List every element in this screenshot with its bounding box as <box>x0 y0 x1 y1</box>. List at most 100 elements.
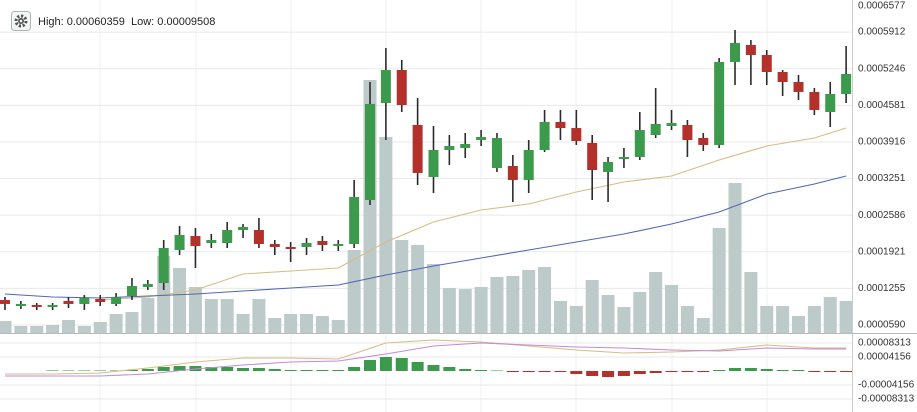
histogram-bar <box>840 371 852 373</box>
histogram-bar <box>459 369 472 372</box>
histogram-bar <box>364 359 377 372</box>
histogram-bar <box>744 368 757 372</box>
histogram-bar <box>443 366 456 372</box>
volume-bar <box>680 306 694 333</box>
candle-body <box>507 166 518 180</box>
volume-bar <box>379 136 393 333</box>
volume-bar <box>712 228 726 333</box>
histogram-bar <box>284 369 297 372</box>
volume-bar <box>300 313 314 333</box>
volume-bar <box>0 320 12 333</box>
volume-bar <box>776 306 790 333</box>
histogram-bar <box>665 371 678 373</box>
candle-body <box>285 247 296 249</box>
y-tick-label: -0.00008313 <box>858 394 915 405</box>
histogram-bar <box>427 365 440 372</box>
histogram-bar <box>411 362 424 372</box>
histogram-bar <box>221 366 234 372</box>
volume-bar <box>411 244 425 333</box>
volume-bar <box>538 266 552 333</box>
candle-body <box>15 303 26 307</box>
candle-body <box>412 124 423 173</box>
volume-bar <box>474 287 488 333</box>
volume-bar <box>30 325 44 333</box>
histogram-bar <box>78 370 91 372</box>
candle-body <box>349 196 360 244</box>
candle-body <box>269 243 280 248</box>
volume-bar <box>347 249 361 333</box>
volume-bar <box>426 264 440 333</box>
histogram-bar <box>570 371 583 374</box>
candle-body <box>428 149 439 178</box>
candle-body <box>825 94 836 113</box>
y-tick-label: 0.0004581 <box>858 100 906 111</box>
candle-body <box>380 70 391 103</box>
volume-bar <box>649 272 663 333</box>
histogram-bar <box>760 369 773 372</box>
volume-bar <box>141 297 155 333</box>
volume-bar <box>442 288 456 333</box>
moving-average-line <box>100 127 847 301</box>
volume-bar <box>268 318 282 333</box>
candle-body <box>222 230 233 243</box>
volume-bar <box>585 279 599 333</box>
candle-body <box>301 242 312 248</box>
volume-bar <box>553 301 567 333</box>
volume-bar <box>46 325 60 333</box>
y-tick-label: -0.00004156 <box>858 380 915 391</box>
y-tick-label: 0.0000590 <box>858 320 906 331</box>
histogram-bar <box>379 356 392 372</box>
candle-body <box>603 161 614 173</box>
histogram-bar <box>141 369 154 372</box>
candle-body <box>142 283 153 288</box>
candle-body <box>206 240 217 243</box>
histogram-bar <box>252 368 265 372</box>
candle-body <box>777 71 788 83</box>
histogram-bar <box>348 366 361 372</box>
histogram-bar <box>824 371 837 373</box>
histogram-bar <box>46 370 59 372</box>
candle-body <box>682 124 693 141</box>
volume-bar <box>506 276 520 333</box>
volume-bar <box>569 306 583 333</box>
histogram-bar <box>554 371 567 373</box>
y-tick-label: 0.0001255 <box>858 283 906 294</box>
candle-body <box>555 121 566 129</box>
candle-body <box>745 44 756 55</box>
volume-bar <box>14 325 28 333</box>
volume-bar <box>617 307 631 333</box>
y-tick-label: 0.0001921 <box>858 246 906 257</box>
volume-bar <box>490 277 504 333</box>
candle-body <box>571 128 582 142</box>
volume-bar <box>125 312 139 333</box>
settings-button[interactable] <box>11 11 31 31</box>
histogram-bar <box>602 371 615 377</box>
histogram-bar <box>792 369 805 372</box>
candle-body <box>444 146 455 150</box>
histogram-bar <box>94 370 107 372</box>
volume-bar <box>77 325 91 333</box>
volume-bar <box>252 299 266 333</box>
candle-body <box>476 136 487 141</box>
volume-bar <box>760 306 774 333</box>
candle-body <box>730 42 741 62</box>
volume-bar <box>395 240 409 333</box>
volume-bar <box>839 301 852 333</box>
y-tick-label: 0.0003251 <box>858 173 906 184</box>
candle-body <box>761 54 772 72</box>
histogram-bar <box>506 371 519 373</box>
volume-bar <box>204 299 218 333</box>
y-tick-label: 0.0003916 <box>858 137 906 148</box>
candle-body <box>333 243 344 247</box>
candle-body <box>698 137 709 145</box>
y-tick-label: 0.0005912 <box>858 27 906 38</box>
histogram-bar <box>205 366 218 372</box>
histogram-bar <box>268 369 281 372</box>
histogram-bar <box>697 371 710 373</box>
volume-bar <box>665 284 679 333</box>
candle-body <box>618 156 629 160</box>
candle-body <box>491 137 502 168</box>
volume-bar <box>744 272 758 333</box>
